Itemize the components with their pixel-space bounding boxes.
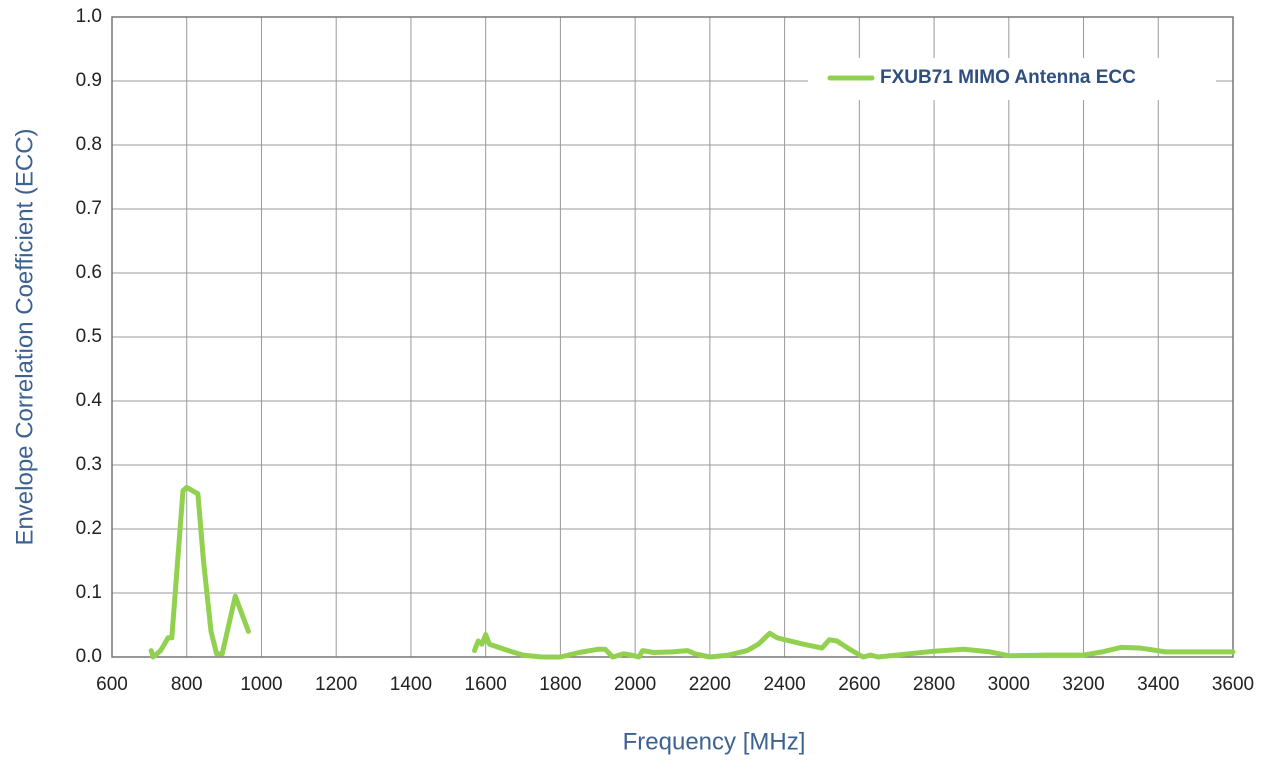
x-tick-label: 2000 [614, 674, 656, 695]
y-tick-label: 1.0 [76, 6, 102, 27]
x-tick-label: 1200 [315, 674, 357, 695]
y-tick-label: 0.3 [76, 454, 102, 475]
y-axis-title: Envelope Correlation Coefficient (ECC) [11, 128, 38, 545]
x-tick-label: 3000 [988, 674, 1030, 695]
y-tick-label: 0.9 [76, 70, 102, 91]
x-tick-label: 1400 [390, 674, 432, 695]
x-tick-label: 1000 [240, 674, 282, 695]
x-tick-label: 1800 [539, 674, 581, 695]
y-tick-label: 0.7 [76, 198, 102, 219]
y-tick-label: 0.2 [76, 518, 102, 539]
x-tick-label: 800 [171, 674, 203, 695]
x-tick-label: 3600 [1212, 674, 1254, 695]
legend-label: FXUB71 MIMO Antenna ECC [880, 67, 1136, 88]
x-tick-label: 3200 [1062, 674, 1104, 695]
series-line [148, 484, 1236, 660]
legend-box [808, 58, 1216, 100]
y-tick-label: 0.5 [76, 326, 102, 347]
x-tick-label: 1600 [465, 674, 507, 695]
x-axis-title: Frequency [MHz] [623, 728, 806, 755]
x-tick-label: 2200 [689, 674, 731, 695]
y-tick-label: 0.1 [76, 582, 102, 603]
plot-border [111, 16, 1234, 658]
x-tick-label: 3400 [1137, 674, 1179, 695]
y-tick-label: 0.4 [76, 390, 103, 411]
x-tick-label: 2800 [913, 674, 955, 695]
x-tick-label: 2600 [838, 674, 880, 695]
y-tick-label: 0.0 [76, 646, 102, 667]
x-tick-label: 600 [96, 674, 128, 695]
x-tick-label: 2400 [763, 674, 805, 695]
y-tick-label: 0.8 [76, 134, 102, 155]
y-tick-label: 0.6 [76, 262, 102, 283]
